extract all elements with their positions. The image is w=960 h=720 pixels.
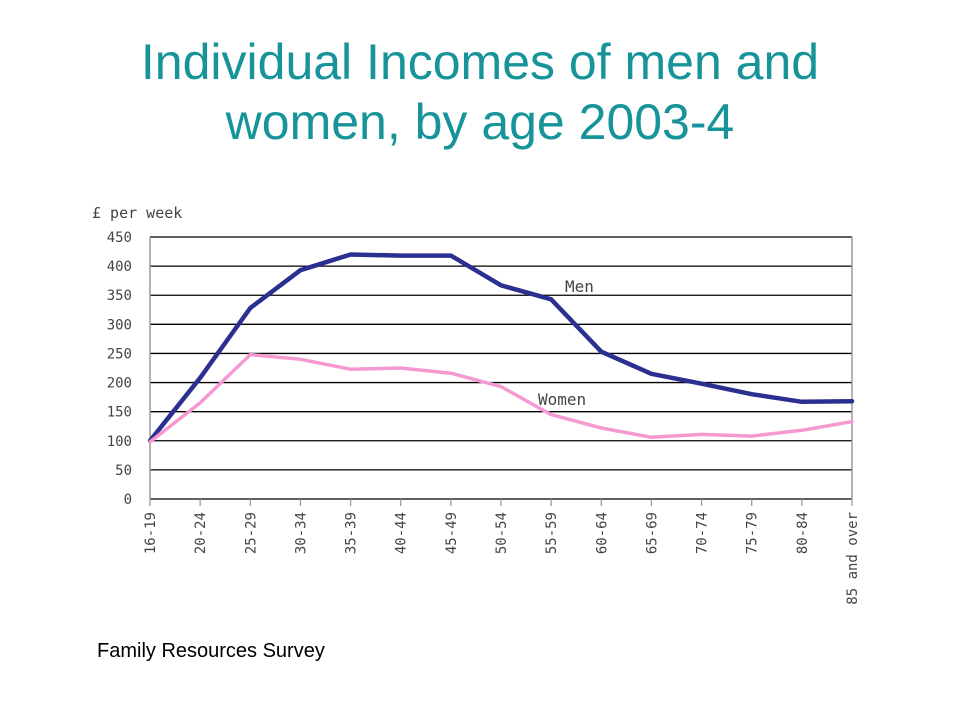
x-tick-label: 55-59 (544, 512, 560, 554)
series-label-men: Men (565, 277, 594, 296)
series-label-women: Women (538, 390, 586, 409)
y-tick-label: 200 (107, 376, 132, 392)
y-tick-label: 300 (107, 317, 132, 333)
x-tick-label: 45-49 (444, 512, 460, 554)
y-tick-label: 50 (115, 463, 132, 479)
gridlines (150, 236, 852, 500)
chart-title-line-2: women, by age 2003-4 (225, 94, 735, 150)
y-tick-label: 400 (107, 259, 132, 275)
x-tick-label: 65-69 (644, 512, 660, 554)
y-tick-label: 150 (107, 405, 132, 421)
line-chart: 0 50 100 150 200 250 300 350 400 450 16-19 20-24 25… (92, 204, 861, 605)
x-tick-label: 80-84 (795, 512, 811, 554)
x-tick-label: 30-34 (293, 512, 309, 554)
x-axis-ticks: 16-19 20-24 25-29 30-34 35-39 40-44 45-49 50-54… (143, 499, 861, 605)
y-tick-label: 250 (107, 346, 132, 362)
x-tick-label: 70-74 (695, 512, 711, 554)
chart-title-line-1: Individual Incomes of men and (140, 34, 820, 90)
chart-title: Individual Incomes of men and women, by … (0, 32, 960, 152)
x-tick-label: 16-19 (143, 512, 159, 554)
series-line-men (147, 252, 855, 444)
x-tick-label: 20-24 (193, 512, 209, 554)
x-tick-label: 50-54 (494, 512, 510, 554)
series-line-women (148, 352, 854, 444)
x-tick-label: 60-64 (594, 512, 610, 554)
y-tick-label: 100 (107, 434, 132, 450)
y-tick-label: 450 (107, 230, 132, 246)
series-lines (147, 252, 855, 444)
x-tick-label: 40-44 (394, 512, 410, 554)
y-tick-label: 350 (107, 288, 132, 304)
plot-frame (149, 237, 853, 499)
y-tick-label: 0 (124, 492, 132, 508)
source-note: Family Resources Survey (97, 640, 325, 662)
x-tick-label: 85 and over (845, 512, 861, 605)
x-tick-label: 25-29 (243, 512, 259, 554)
x-tick-label: 75-79 (745, 512, 761, 554)
x-tick-label: 35-39 (344, 512, 360, 554)
y-axis-label: £ per week (92, 204, 182, 222)
y-axis-ticks: 0 50 100 150 200 250 300 350 400 450 (107, 230, 132, 508)
